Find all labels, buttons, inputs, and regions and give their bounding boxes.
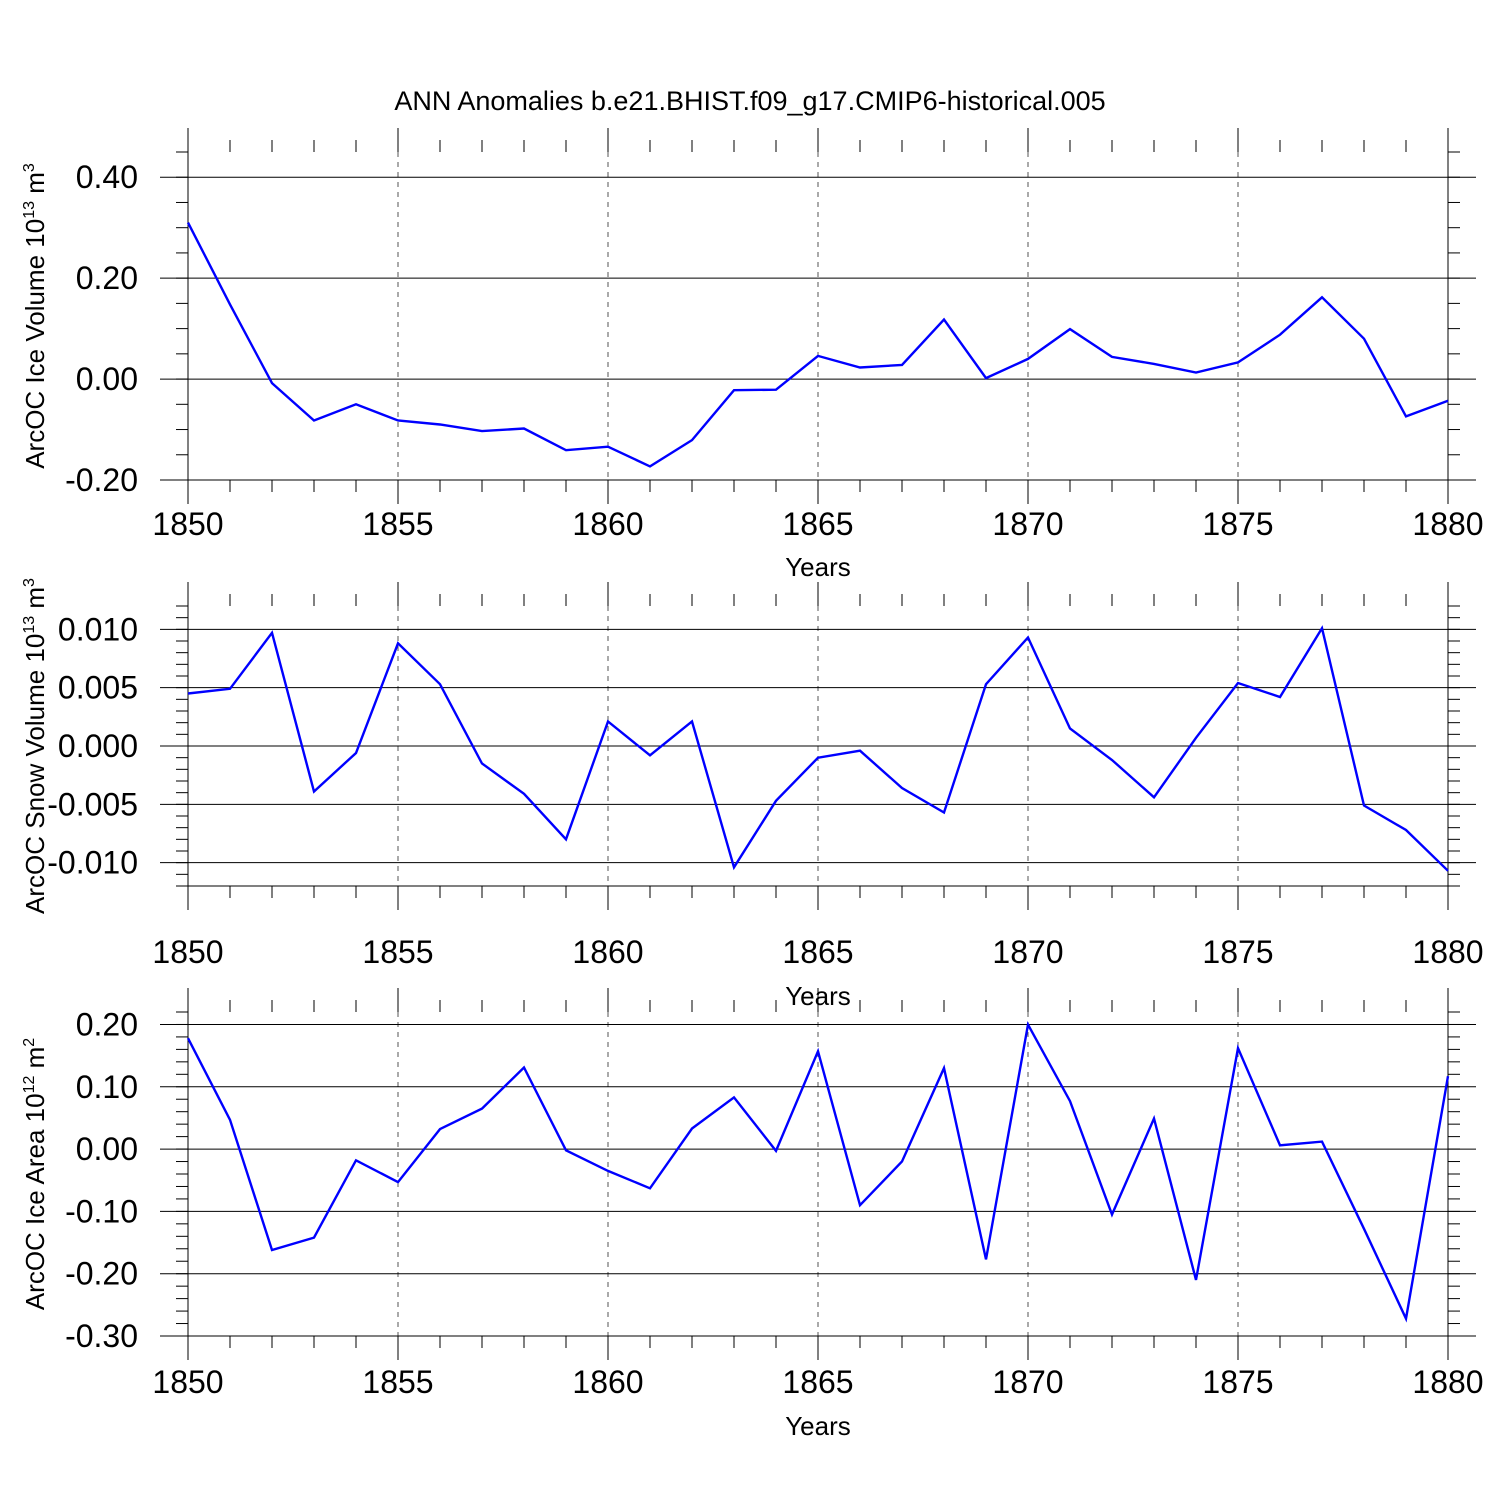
y-axis-label-main: ArcOC Ice Area 10 [20,1093,50,1310]
x-tick-label: 1850 [152,506,223,542]
x-tick-label: 1880 [1412,1364,1483,1400]
x-tick-label: 1880 [1412,506,1483,542]
y-tick-label: 0.00 [76,361,138,397]
y-axis-label-unit: m [20,172,50,201]
chart-title: ANN Anomalies b.e21.BHIST.f09_g17.CMIP6-… [394,86,1105,116]
panels: 1850 1855 1860 1865 1870 1875 1880 0.40 0.20 0.00… [20,128,1484,1441]
y-axis-label-main: ArcOC Ice Volume 10 [20,219,50,469]
y-axis-label-exp: 13 [21,201,38,219]
y-axis-label-unit-exp: 2 [21,1038,38,1047]
x-tick-label: 1850 [152,934,223,970]
x-tick-label: 1865 [782,1364,853,1400]
x-tick-label: 1860 [572,934,643,970]
x-tick-label: 1870 [992,1364,1063,1400]
x-tick-label: 1860 [572,506,643,542]
x-tick-label: 1880 [1412,934,1483,970]
x-tick-label: 1855 [362,506,433,542]
y-tick-label: 0.20 [76,1006,138,1042]
x-tick-label: 1870 [992,934,1063,970]
x-axis-label: Years [785,552,851,582]
y-axis-label: ArcOC Ice Area 1012 m2 [20,1038,50,1310]
x-axis-label: Years [785,1411,851,1441]
y-tick-label: 0.10 [76,1069,138,1105]
x-tick-label: 1875 [1202,506,1273,542]
y-tick-label: 0.40 [76,159,138,195]
y-axis-label-unit-exp: 3 [21,163,38,172]
series-line [186,1020,1450,1323]
y-axis-label-exp: 13 [21,616,38,634]
x-tick-label: 1855 [362,1364,433,1400]
y-axis-label-main: ArcOC Snow Volume 10 [20,634,50,914]
y-tick-label: -0.30 [65,1318,138,1354]
panel-2: 1850 1855 1860 1865 1870 1875 1880 0.010 0.005 0.… [20,578,1484,1011]
x-tick-label: 1865 [782,506,853,542]
y-axis-label-unit: m [20,1047,50,1076]
y-tick-label: 0.010 [58,611,138,647]
series-line [186,222,1449,468]
y-tick-label: -0.20 [65,1256,138,1292]
panel-1: 1850 1855 1860 1865 1870 1875 1880 0.40 0.20 0.00… [20,128,1484,582]
x-tick-label: 1875 [1202,934,1273,970]
y-tick-label: -0.005 [47,786,138,822]
x-tick-label: 1870 [992,506,1063,542]
y-tick-label: -0.10 [65,1193,138,1229]
x-tick-label: 1875 [1202,1364,1273,1400]
y-axis-label-unit: m [20,587,50,616]
x-tick-label: 1850 [152,1364,223,1400]
series-line [187,625,1449,872]
y-axis-label: ArcOC Ice Volume 1013 m3 [20,163,50,469]
x-tick-label: 1860 [572,1364,643,1400]
x-tick-label: 1865 [782,934,853,970]
y-tick-label: -0.20 [65,462,138,498]
y-tick-label: -0.010 [47,845,138,881]
y-tick-label: 0.00 [76,1131,138,1167]
y-axis-label: ArcOC Snow Volume 1013 m3 [20,578,50,914]
x-tick-label: 1855 [362,934,433,970]
y-tick-label: 0.005 [58,670,138,706]
y-tick-label: 0.20 [76,260,138,296]
y-tick-label: 0.000 [58,728,138,764]
panel-3: 1850 1855 1860 1865 1870 1875 1880 0.20 0.10 0.00… [20,988,1484,1441]
y-axis-label-unit-exp: 3 [21,578,38,587]
y-axis-label-exp: 12 [21,1076,38,1094]
